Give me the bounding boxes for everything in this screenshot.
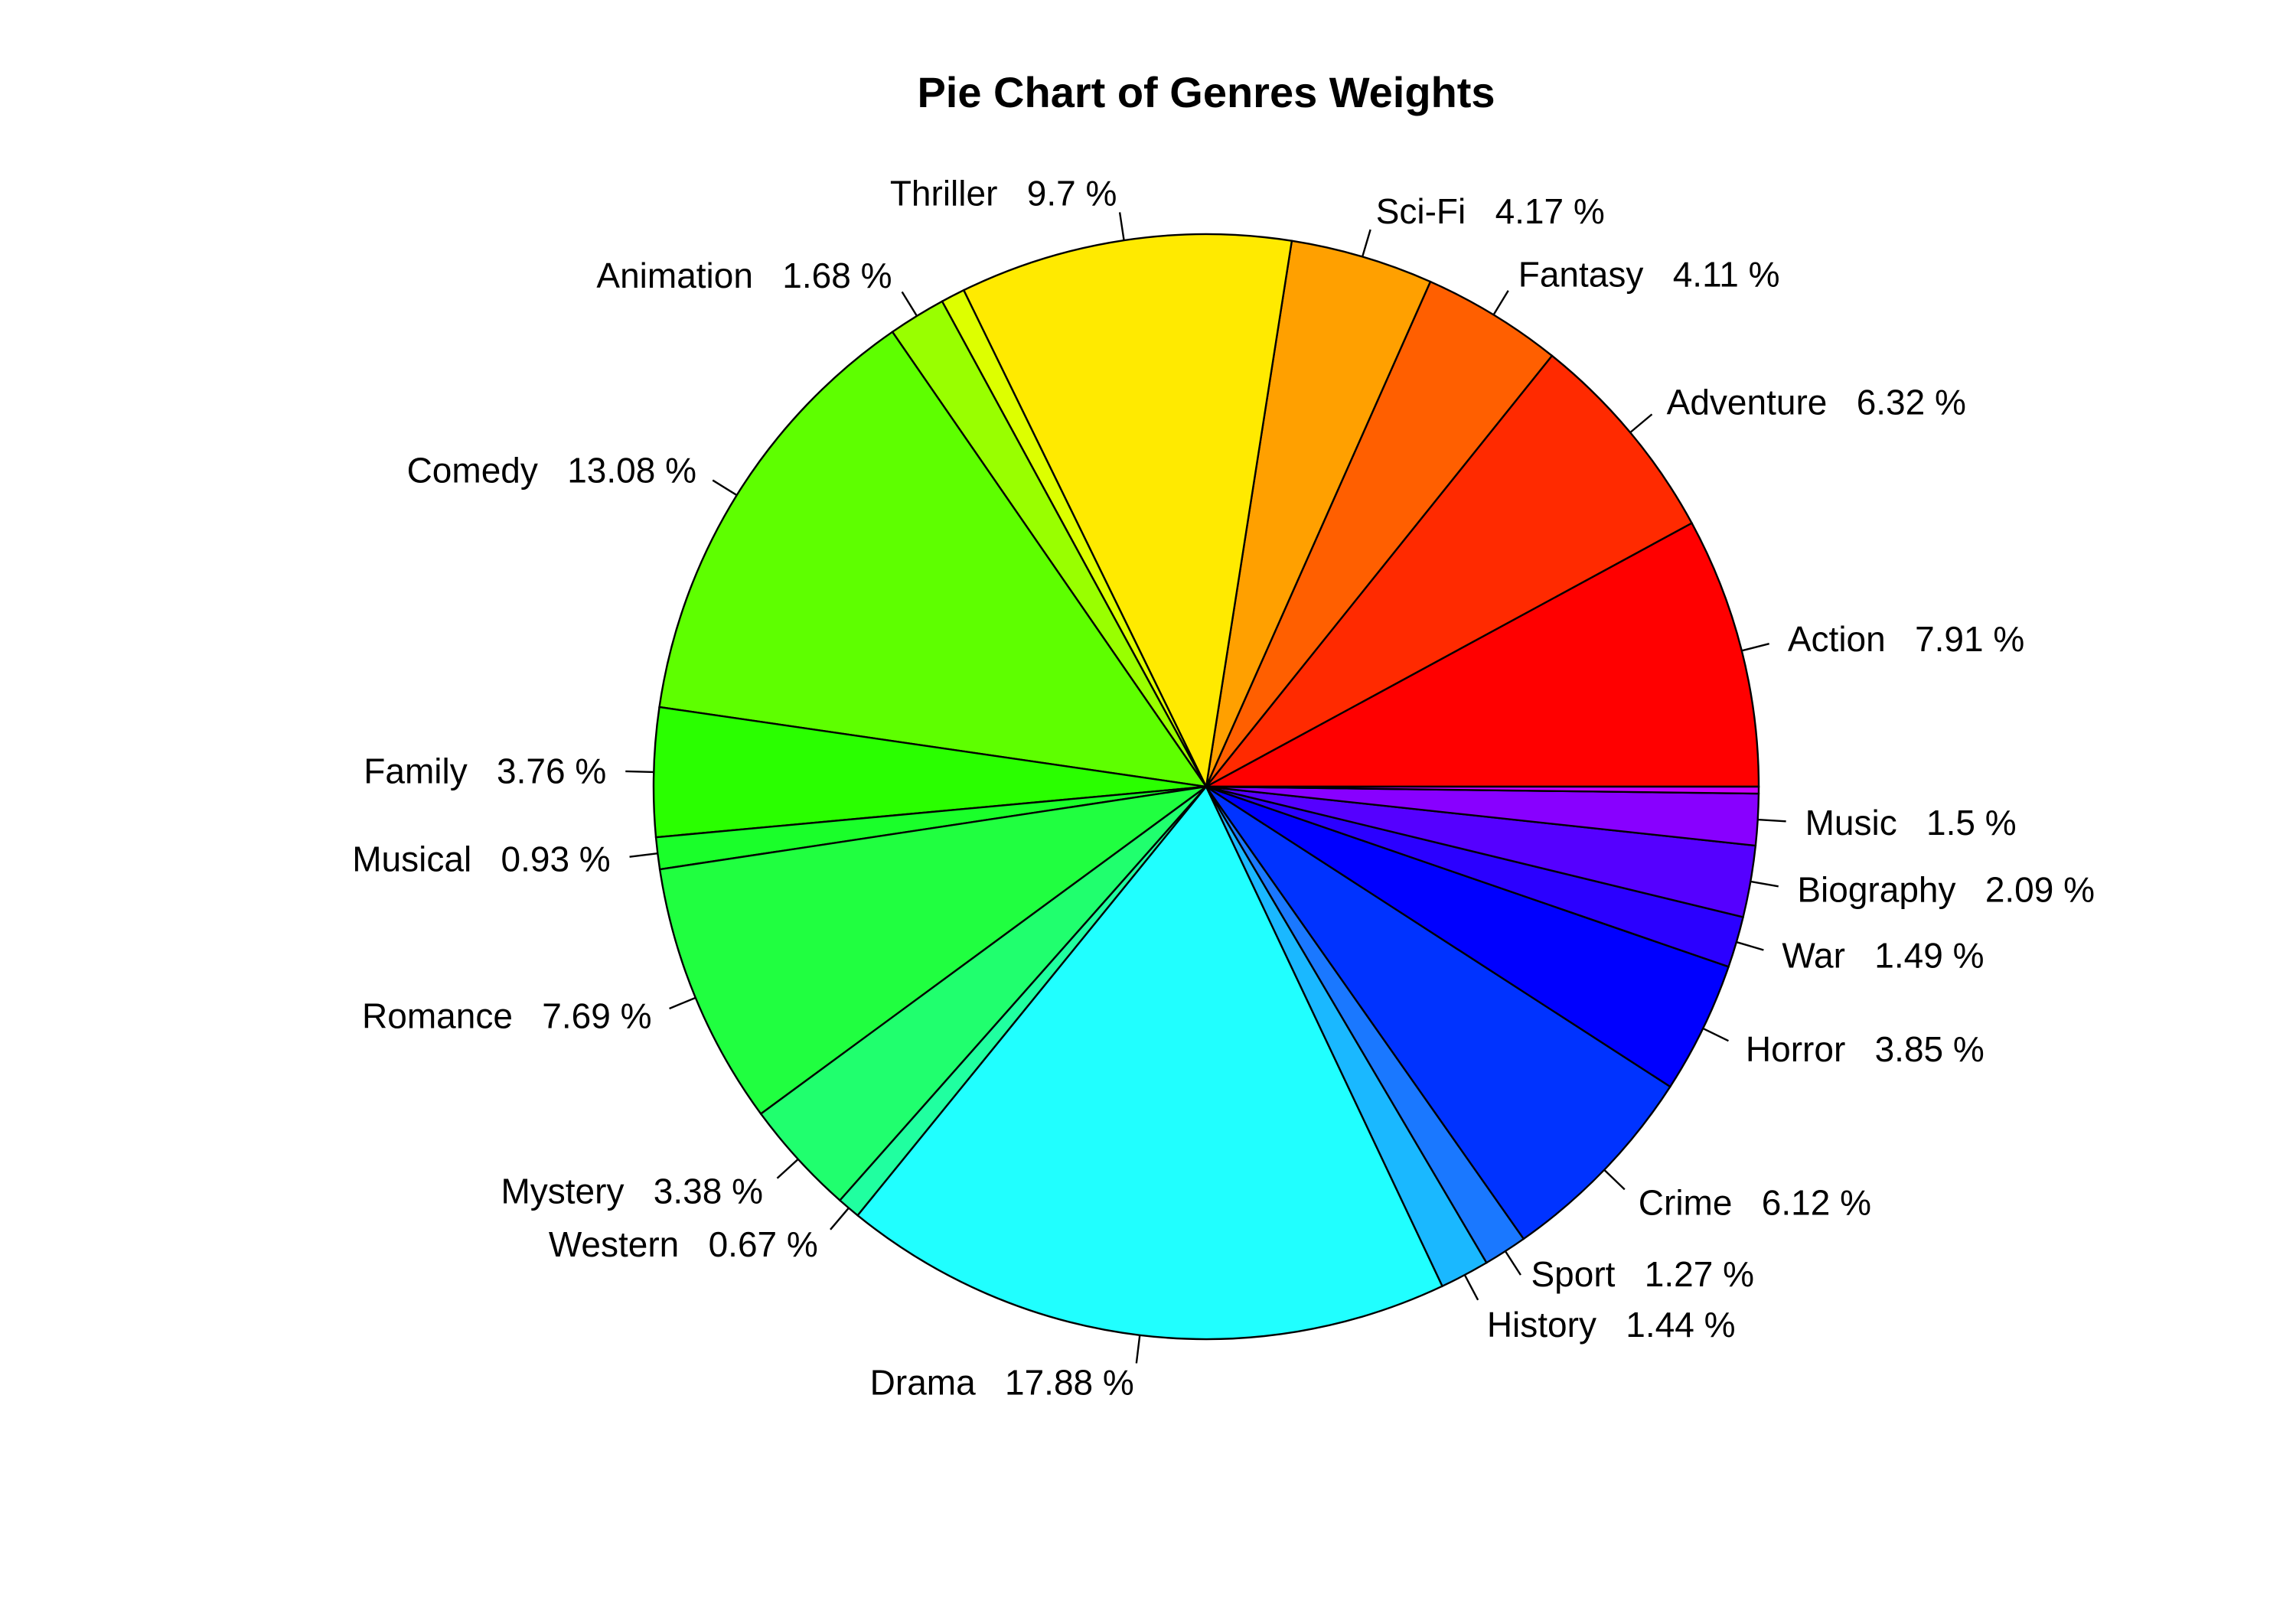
pie-slice-romance — [658, 785, 1207, 1116]
slice-label-mystery: Mystery 3.38 % — [501, 1172, 763, 1211]
leader-lines — [625, 212, 1786, 1364]
slice-label-western: Western 0.67 % — [549, 1224, 818, 1264]
pie-slice-adventure — [1205, 354, 1694, 788]
pie-slice-sci-fi — [1205, 240, 1432, 787]
slice-label-comedy: Comedy 13.08 % — [407, 450, 696, 490]
leader-line-animation — [901, 291, 918, 317]
slice-label-horror: Horror 3.85 % — [1746, 1029, 1985, 1069]
leader-line-history — [1463, 1274, 1479, 1301]
slice-label-family: Family 3.76 % — [364, 751, 606, 790]
slice-label-action: Action 7.91 % — [1788, 619, 2024, 659]
leader-line-family — [625, 770, 654, 774]
slice-label-adventure: Adventure 6.32 % — [1667, 382, 1966, 422]
slice-label-thriller: Thriller 9.7 % — [890, 174, 1117, 214]
slice-label-musical: Musical 0.93 % — [352, 839, 610, 879]
chart-title: Pie Chart of Genres Weights — [917, 68, 1495, 116]
leader-line-crime — [1603, 1169, 1626, 1191]
slice-label-romance: Romance 7.69 % — [362, 996, 651, 1036]
pie-slice-action — [1205, 521, 1760, 788]
leader-line-sci-fi — [1362, 229, 1371, 257]
leader-line-musical — [629, 852, 658, 858]
pie-slice-fantasy — [1205, 280, 1554, 787]
pie-slice-thriller — [962, 233, 1293, 790]
slice-label-biography: Biography 2.09 % — [1797, 870, 2095, 910]
slice-label-music: Music 1.5 % — [1805, 803, 2017, 843]
leader-line-horror — [1702, 1027, 1729, 1042]
slice-label-fantasy: Fantasy 4.11 % — [1518, 254, 1780, 294]
slice-label-crime: Crime 6.12 % — [1639, 1183, 1871, 1223]
leader-line-thriller — [1118, 212, 1125, 241]
slice-labels: Action 7.91 % Adventure 6.32 % Fantasy 4.1… — [352, 174, 2095, 1403]
pie-slice-comedy — [658, 331, 1208, 788]
leader-line-mystery — [776, 1158, 799, 1179]
leader-line-western — [830, 1207, 850, 1231]
slice-label-animation: Animation 1.68 % — [596, 256, 892, 295]
slice-label-drama: Drama 17.88 % — [870, 1362, 1134, 1402]
pie-slice — [1205, 785, 1760, 795]
slice-label-war: War 1.49 % — [1782, 936, 1984, 976]
slice-label-sci-fi: Sci-Fi 4.17 % — [1376, 191, 1605, 231]
leader-line-action — [1741, 643, 1769, 652]
leader-line-fantasy — [1492, 290, 1509, 315]
leader-line-war — [1736, 940, 1764, 951]
leader-line-biography — [1750, 880, 1779, 888]
leader-line-romance — [669, 996, 696, 1010]
leader-line-music — [1757, 818, 1786, 823]
leader-line-drama — [1135, 1335, 1141, 1364]
pie-slices — [652, 233, 1760, 1341]
leader-line-adventure — [1629, 413, 1653, 434]
pie-slice-crime — [1205, 785, 1671, 1240]
pie-slice-drama — [856, 784, 1444, 1341]
leader-line-sport — [1504, 1250, 1521, 1276]
slice-label-history: History 1.44 % — [1487, 1305, 1736, 1345]
leader-line-comedy — [712, 479, 738, 497]
slice-label-sport: Sport 1.27 % — [1531, 1254, 1754, 1294]
